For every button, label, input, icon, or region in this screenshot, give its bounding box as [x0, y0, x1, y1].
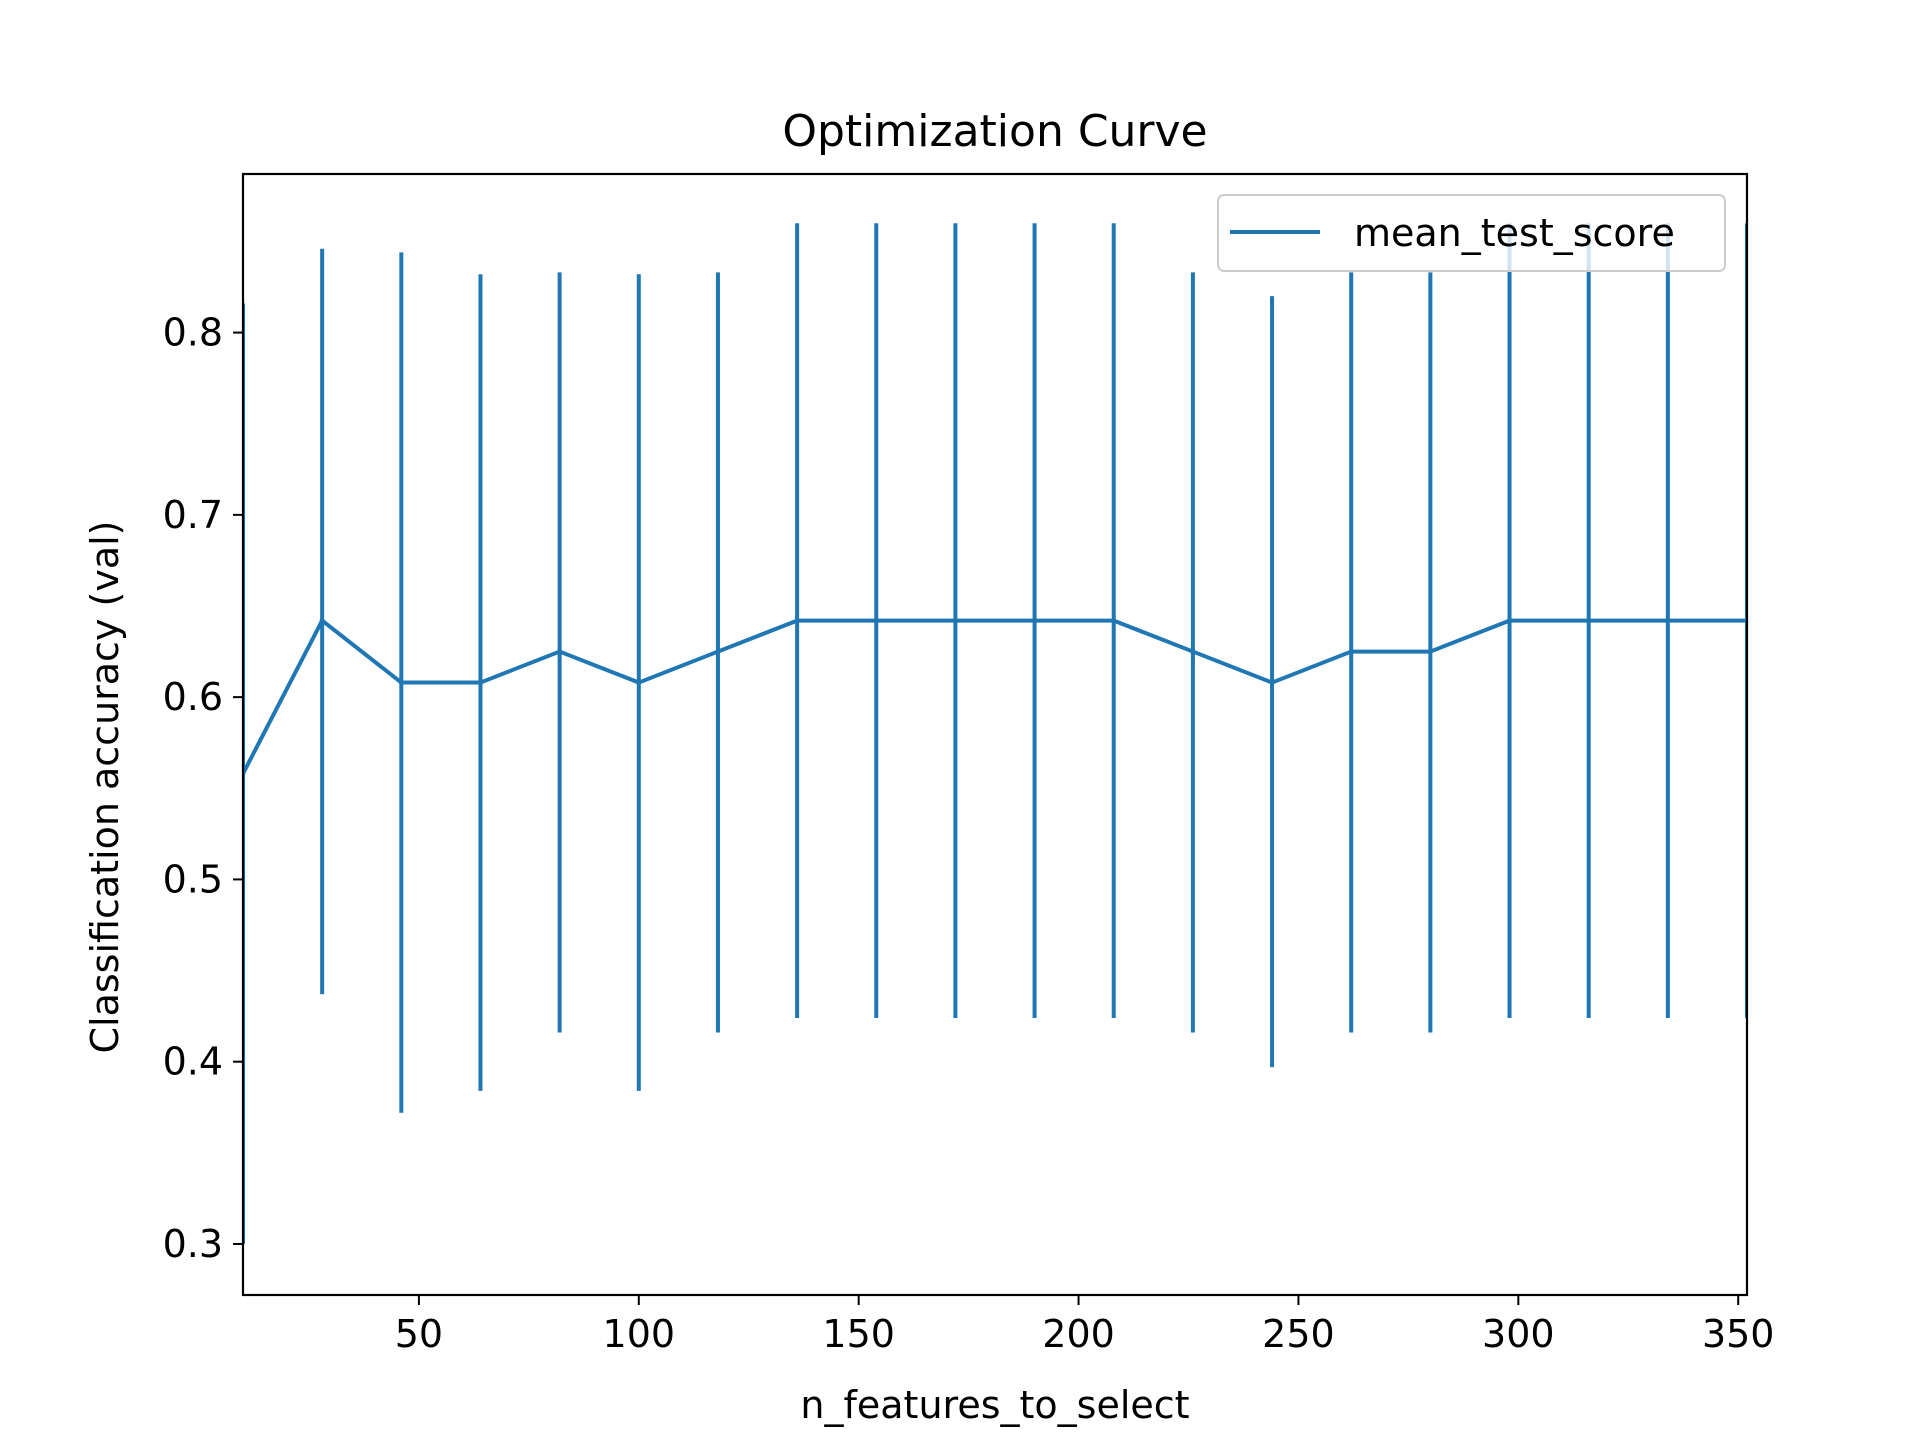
x-tick-label: 200: [1042, 1312, 1115, 1356]
y-tick-label: 0.6: [163, 675, 223, 719]
y-tick-label: 0.7: [163, 493, 223, 537]
data-point: [1111, 618, 1117, 624]
y-tick-label: 0.4: [163, 1040, 223, 1084]
x-tick-label: 100: [603, 1312, 676, 1356]
x-tick-label: 300: [1482, 1312, 1555, 1356]
data-point: [1348, 649, 1354, 655]
data-point: [1427, 649, 1433, 655]
data-point: [1586, 618, 1592, 624]
x-tick-label: 350: [1702, 1312, 1775, 1356]
data-point: [1190, 649, 1196, 655]
data-point: [1507, 618, 1513, 624]
data-point: [636, 680, 642, 686]
plot-area: [243, 223, 1747, 1244]
series-mean-test-score: [243, 223, 1747, 1244]
y-tick-label: 0.5: [163, 857, 223, 901]
legend-label-mean-test-score: mean_test_score: [1354, 211, 1675, 255]
x-tick-label: 50: [395, 1312, 443, 1356]
y-tick-label: 0.3: [163, 1222, 223, 1266]
data-point: [873, 618, 879, 624]
x-axis-label: n_features_to_select: [800, 1383, 1189, 1427]
axis-ticks: 50 100 150 200 250 300 350 0.3 0.4 0.5 0.6 0.7 0.8: [163, 311, 1775, 1356]
data-point: [1269, 680, 1275, 686]
chart-title: Optimization Curve: [782, 106, 1207, 157]
data-point: [477, 680, 483, 686]
y-tick-label: 0.8: [163, 311, 223, 355]
data-point: [794, 618, 800, 624]
x-tick-label: 250: [1262, 1312, 1335, 1356]
data-point: [398, 680, 404, 686]
x-tick-label: 150: [822, 1312, 895, 1356]
data-point: [319, 618, 325, 624]
data-point: [715, 649, 721, 655]
data-point: [1665, 618, 1671, 624]
legend: mean_test_score: [1217, 194, 1726, 272]
y-axis-label: Classification accuracy (val): [83, 520, 127, 1053]
series-line: [243, 618, 1747, 775]
legend-box: [1217, 194, 1726, 272]
data-point: [1032, 618, 1038, 624]
plot-frame: [241, 172, 1749, 1297]
data-point: [557, 649, 563, 655]
data-point: [952, 618, 958, 624]
